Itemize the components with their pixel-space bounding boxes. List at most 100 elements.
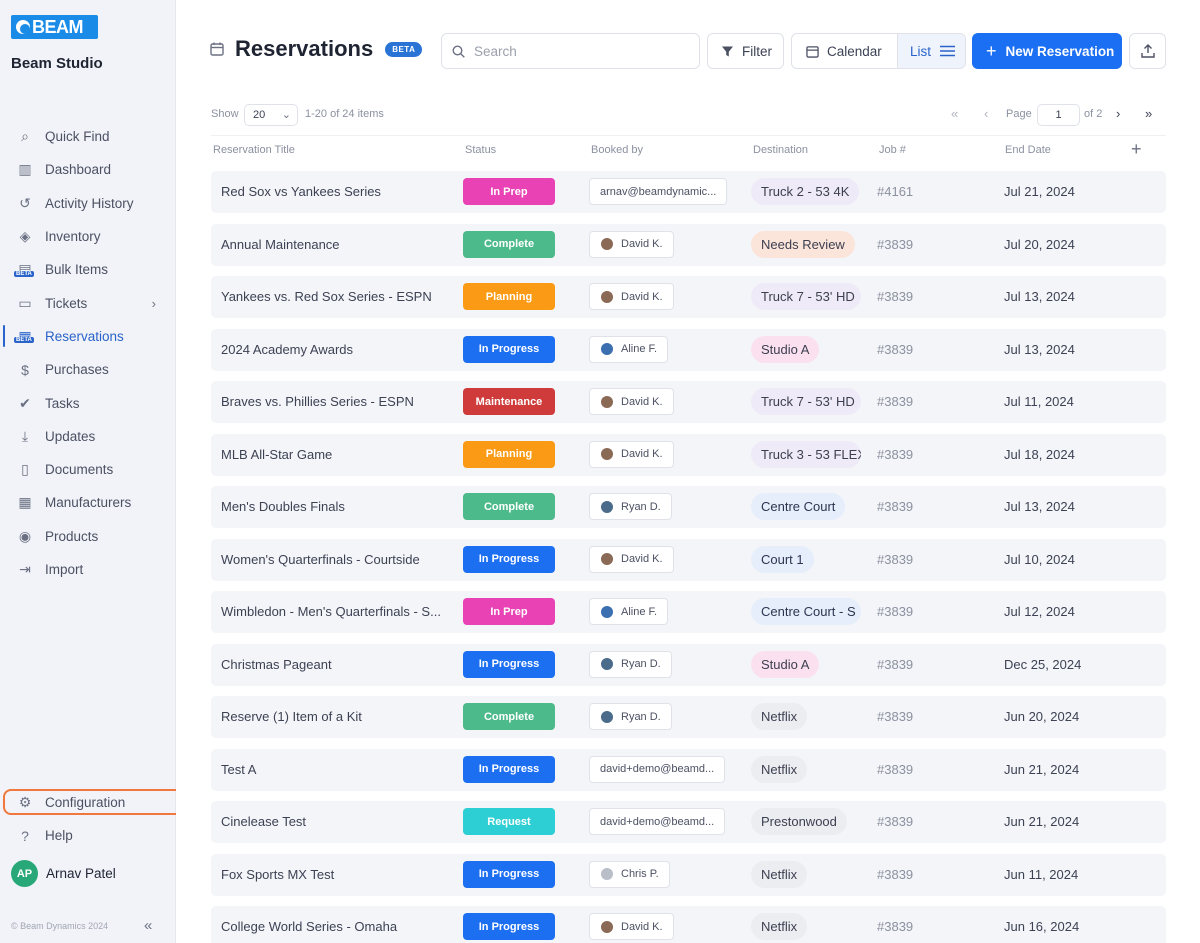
import-icon: ⇥	[19, 561, 31, 577]
sidebar-item-manufacturers[interactable]: ▦ Manufacturers	[0, 486, 176, 519]
first-page-icon[interactable]: «	[951, 106, 959, 121]
avatar: AP	[11, 860, 38, 887]
reservations-icon: ▦ BETA	[14, 327, 34, 344]
table-row[interactable]: Wimbledon - Men's Quarterfinals - S... In…	[211, 591, 1166, 633]
search-input[interactable]: Search	[441, 33, 700, 69]
page-size-select[interactable]: 20 ⌄	[244, 104, 298, 126]
job-number: #3839	[877, 814, 914, 829]
sidebar-item-bulk-items[interactable]: ▤ BETA Bulk Items	[0, 253, 176, 286]
reservation-title[interactable]: Test A	[221, 761, 257, 777]
reservation-title[interactable]: Annual Maintenance	[221, 236, 340, 252]
table-row[interactable]: Red Sox vs Yankees Series In Prep arnav@be…	[211, 171, 1166, 213]
reservation-title[interactable]: Cinelease Test	[221, 814, 307, 829]
sidebar-item-import[interactable]: ⇥ Import	[0, 553, 176, 586]
job-number: #3839	[877, 499, 914, 514]
status-badge: Complete	[463, 493, 555, 520]
col-booked-by[interactable]: Booked by	[591, 144, 643, 156]
table-row[interactable]: Men's Doubles Finals Complete Ryan D. Centr…	[211, 486, 1166, 528]
table-row[interactable]: Yankees vs. Red Sox Series - ESPN Plannin…	[211, 276, 1166, 318]
col-status[interactable]: Status	[465, 144, 497, 156]
status-badge: In Progress	[463, 335, 555, 363]
reservation-title[interactable]: Wimbledon - Men's Quarterfinals - S...	[221, 604, 441, 619]
reservation-title[interactable]: Reserve (1) Item of a Kit	[221, 709, 362, 724]
booked-by-chip: Aline F.	[589, 598, 669, 625]
reservation-title[interactable]: Yankees vs. Red Sox Series - ESPN	[221, 289, 432, 304]
job-number: #4161	[877, 184, 914, 199]
sidebar-item-tickets[interactable]: ▭ Tickets ›	[0, 286, 176, 319]
page-size-value: 20	[253, 109, 266, 121]
reservation-title[interactable]: Women's Quarterfinals - Courtside	[221, 551, 420, 567]
org-name[interactable]: Beam Studio	[11, 55, 103, 72]
add-column-icon[interactable]: +	[1131, 139, 1142, 159]
reservation-title[interactable]: Fox Sports MX Test	[221, 866, 335, 882]
status-badge: Complete	[463, 703, 555, 730]
sidebar-item-tasks[interactable]: ✔ Tasks	[0, 386, 176, 419]
status-badge: In Prep	[463, 178, 555, 205]
table-row[interactable]: Annual Maintenance Complete David K. Needs …	[211, 223, 1166, 266]
chevron-right-icon[interactable]: ›	[151, 295, 156, 311]
table-row[interactable]: Test A In Progress david+demo@beamd... Netf…	[211, 748, 1166, 791]
sidebar-item-label: Configuration	[45, 795, 126, 811]
collapse-sidebar-icon[interactable]: «	[144, 917, 153, 934]
col-end-date[interactable]: End Date	[1005, 144, 1051, 156]
download-icon: ⤓	[21, 427, 29, 444]
booked-by-chip: David K.	[589, 283, 674, 310]
status-badge: Planning	[463, 283, 555, 310]
col-reservation-title[interactable]: Reservation Title	[213, 144, 295, 156]
sidebar-item-help[interactable]: ? Help	[0, 819, 176, 852]
sidebar-item-label: Help	[45, 828, 73, 844]
destination-tag: Centre Court	[751, 493, 846, 520]
page-number-input[interactable]: 1	[1037, 104, 1080, 126]
camera-icon: ◉	[18, 527, 32, 544]
table-row[interactable]: Fox Sports MX Test In Progress Chris P. Net…	[211, 853, 1166, 896]
sidebar-item-quick-find[interactable]: ⌕ Quick Find	[0, 120, 176, 153]
sidebar-item-updates[interactable]: ⤓ Updates	[0, 420, 176, 453]
table-row[interactable]: MLB All-Star Game Planning David K. Truck 3…	[211, 433, 1166, 476]
sidebar-item-products[interactable]: ◉ Products	[0, 520, 176, 553]
reservation-title[interactable]: Braves vs. Phillies Series - ESPN	[221, 394, 414, 409]
table-row[interactable]: Christmas Pageant In Progress Ryan D. Studi…	[211, 643, 1166, 686]
chevron-down-icon: ⌄	[281, 109, 291, 121]
sidebar-item-purchases[interactable]: $ Purchases	[0, 353, 176, 386]
sidebar: BEAM Beam Studio ⌕ Quick Find ▥ Dashboard ↺ A…	[0, 0, 273, 943]
job-number: #3839	[877, 761, 914, 777]
reservation-title[interactable]: Christmas Pageant	[221, 656, 332, 672]
reservation-title[interactable]: Men's Doubles Finals	[221, 499, 345, 514]
col-job-number[interactable]: Job #	[879, 144, 906, 156]
status-badge: In Prep	[463, 598, 555, 625]
export-button[interactable]	[1129, 33, 1166, 69]
reservation-title[interactable]: Red Sox vs Yankees Series	[221, 184, 381, 199]
next-page-icon[interactable]: ›	[1116, 106, 1121, 121]
sidebar-item-activity-history[interactable]: ↺ Activity History	[0, 187, 176, 220]
status-badge: In Progress	[463, 545, 555, 573]
last-page-icon[interactable]: »	[1145, 106, 1153, 121]
reservation-title[interactable]: 2024 Academy Awards	[221, 341, 354, 357]
building-icon: ▦	[18, 494, 32, 511]
brand-logo[interactable]: BEAM	[11, 15, 98, 39]
sidebar-item-dashboard[interactable]: ▥ Dashboard	[0, 153, 176, 186]
table-row[interactable]: 2024 Academy Awards In Progress Aline F. St…	[211, 328, 1166, 371]
user-profile[interactable]: AP Arnav Patel	[11, 860, 116, 887]
sidebar-item-inventory[interactable]: ◈ Inventory	[0, 220, 176, 253]
beta-badge: BETA	[14, 270, 34, 277]
sidebar-item-configuration[interactable]: ⚙ Configuration	[0, 786, 176, 819]
table-row[interactable]: Women's Quarterfinals - Courtside In Prog…	[211, 538, 1166, 581]
calendar-view-label: Calendar	[827, 43, 882, 59]
table-row[interactable]: College World Series - Omaha In Progress D…	[211, 906, 1166, 943]
prev-page-icon[interactable]: ‹	[984, 106, 989, 121]
list-view-button[interactable]: List	[898, 34, 965, 68]
reservation-title[interactable]: College World Series - Omaha	[221, 919, 398, 934]
new-reservation-button[interactable]: + New Reservation	[972, 33, 1122, 69]
booked-by-name: David K.	[621, 290, 663, 303]
table-row[interactable]: Cinelease Test Request david+demo@beamd...…	[211, 801, 1166, 843]
reservation-title[interactable]: MLB All-Star Game	[221, 446, 333, 462]
destination-tag: Truck 3 - 53 FLEX	[751, 440, 861, 468]
calendar-view-button[interactable]: Calendar	[792, 34, 898, 68]
reservations-table-body: Red Sox vs Yankees Series In Prep arnav@be…	[211, 171, 1166, 943]
sidebar-item-reservations[interactable]: ▦ BETA Reservations	[0, 320, 176, 353]
col-destination[interactable]: Destination	[753, 144, 809, 156]
table-row[interactable]: Braves vs. Phillies Series - ESPN Mainten…	[211, 381, 1166, 423]
sidebar-item-documents[interactable]: ▯ Documents	[0, 453, 176, 486]
filter-button[interactable]: Filter	[707, 33, 784, 69]
table-row[interactable]: Reserve (1) Item of a Kit Complete Ryan D.…	[211, 696, 1166, 738]
